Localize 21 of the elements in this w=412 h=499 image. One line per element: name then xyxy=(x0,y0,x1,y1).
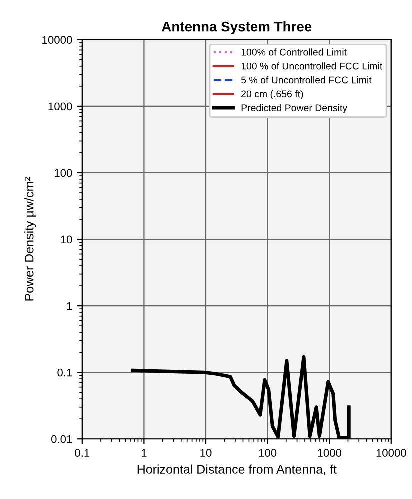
y-tick-label: 0.01 xyxy=(51,435,72,444)
x-tick-label: 100 xyxy=(259,449,277,458)
y-tick-label: 10 xyxy=(61,236,72,244)
y-tick-label: 0.1 xyxy=(58,368,72,377)
y-tick-label: 10000 xyxy=(42,36,72,44)
legend-label: 100 % of Uncontrolled FCC Limit xyxy=(242,62,383,70)
x-tick-label: 1 xyxy=(142,449,147,457)
legend-label: 20 cm (.656 ft) xyxy=(242,90,304,100)
legend-label: 100% of Controlled Limit xyxy=(242,48,347,56)
y-axis-title: Power Density µw/cm² xyxy=(24,177,36,301)
y-tick-label: 100 xyxy=(54,169,72,178)
x-axis-title: Horizontal Distance from Antenna, ft xyxy=(138,464,337,476)
y-tick-label: 1000 xyxy=(48,102,72,111)
legend-label: Predicted Power Density xyxy=(242,104,348,114)
x-tick-label: 10 xyxy=(200,449,212,458)
x-tick-label: 10000 xyxy=(376,449,406,458)
x-tick-label: 0.1 xyxy=(75,449,90,458)
legend-label: 5 % of Uncontrolled FCC Limit xyxy=(241,76,372,84)
x-tick-label: 1000 xyxy=(318,449,342,458)
chart-title: Antenna System Three xyxy=(162,22,312,34)
y-tick-label: 1 xyxy=(67,302,72,310)
